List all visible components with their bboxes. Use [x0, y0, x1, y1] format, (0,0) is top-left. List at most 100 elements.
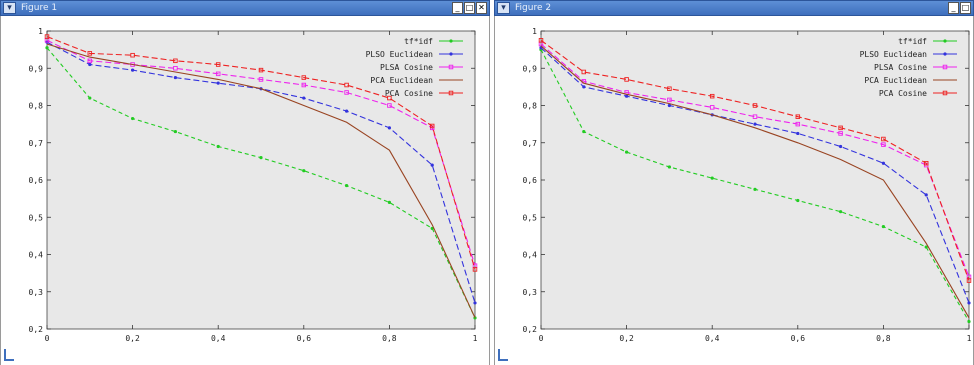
legend-label: PLSO Euclidean	[366, 50, 434, 59]
legend-marker	[449, 52, 453, 56]
data-point	[472, 267, 478, 272]
data-point	[258, 77, 264, 82]
data-point	[838, 131, 843, 136]
legend-marker	[942, 64, 948, 70]
minimize-button[interactable]: _	[452, 2, 463, 14]
x-tick-label: 0,4	[705, 334, 720, 343]
window-title: Figure 2	[515, 3, 552, 13]
legend-label: PCA Cosine	[879, 89, 927, 98]
legend-label: PCA Cosine	[385, 89, 433, 98]
plot-canvas: 0,20,30,40,50,60,70,80,910 0,2 0,4 0,6 0,8 1t…	[523, 27, 972, 343]
data-point	[87, 51, 93, 56]
title-bar[interactable]: ▾ Figure 1 _ □ ✕	[0, 0, 490, 16]
data-point	[387, 126, 391, 130]
data-point	[301, 82, 307, 88]
data-point	[130, 52, 135, 58]
legend-label: PCA Euclidean	[370, 76, 433, 85]
y-tick-label: 0,9	[29, 64, 44, 73]
legend-marker	[448, 64, 454, 70]
data-point	[387, 103, 392, 108]
data-point	[302, 96, 306, 100]
data-point	[258, 67, 264, 73]
maximize-button[interactable]: □	[464, 2, 475, 14]
legend-label: tf*idf	[898, 37, 927, 46]
x-tick-label: 0	[539, 334, 544, 343]
data-point	[881, 224, 885, 229]
plot-area	[46, 30, 476, 330]
legend-marker	[943, 52, 947, 56]
y-tick-label: 0,5	[29, 213, 44, 222]
y-tick-label: 0,5	[523, 213, 538, 222]
window-menu-icon[interactable]: ▾	[3, 2, 16, 14]
data-point	[796, 198, 800, 203]
title-bar[interactable]: ▾ Figure 2 _ □	[494, 0, 974, 16]
data-point	[753, 187, 757, 191]
maximize-button[interactable]: □	[960, 2, 971, 14]
data-point	[709, 93, 715, 99]
data-point	[967, 301, 971, 305]
data-point	[795, 121, 801, 127]
minimize-button[interactable]: _	[948, 2, 959, 14]
data-point	[839, 144, 843, 149]
data-point	[259, 156, 263, 160]
data-point	[173, 58, 178, 64]
data-point	[131, 68, 135, 72]
legend-label: PLSA Cosine	[380, 63, 433, 72]
legend-marker	[942, 90, 948, 96]
data-point	[753, 122, 757, 126]
data-point	[87, 58, 93, 64]
data-point	[881, 136, 886, 142]
data-point	[667, 103, 671, 108]
x-tick-label: 0,2	[619, 334, 634, 343]
window-menu-icon[interactable]: ▾	[497, 2, 510, 14]
x-tick-label: 0,8	[382, 334, 397, 343]
y-tick-label: 0,4	[29, 251, 44, 260]
data-point	[881, 142, 886, 147]
data-point	[710, 176, 714, 180]
y-tick-label: 0,8	[29, 102, 44, 111]
legend-label: PLSA Cosine	[874, 63, 927, 72]
data-point	[302, 169, 306, 173]
data-point	[581, 69, 587, 75]
data-point	[44, 34, 50, 39]
data-point	[881, 161, 885, 165]
y-tick-label: 0,4	[523, 251, 538, 260]
series-line-4	[46, 36, 476, 270]
y-tick-label: 0,3	[29, 288, 44, 297]
data-point	[795, 114, 801, 119]
data-point	[216, 81, 220, 85]
y-tick-label: 0,7	[523, 139, 538, 148]
data-point	[924, 193, 928, 197]
legend-label: tf*idf	[404, 37, 433, 46]
x-tick-label: 1	[967, 334, 972, 343]
x-tick-label: 0	[45, 334, 50, 343]
legend-marker	[943, 39, 947, 43]
data-point	[624, 77, 629, 82]
data-point	[344, 82, 349, 88]
y-tick-label: 0,2	[523, 325, 538, 334]
x-tick-label: 1	[473, 334, 478, 343]
data-point	[173, 129, 177, 134]
series-line-4	[540, 39, 970, 281]
data-point	[625, 150, 629, 154]
y-tick-label: 0,9	[523, 64, 538, 73]
data-point	[538, 38, 544, 43]
data-point	[216, 144, 220, 149]
x-tick-label: 0,6	[791, 334, 806, 343]
x-tick-label: 0,8	[876, 334, 891, 343]
data-point	[387, 95, 392, 101]
data-point	[88, 62, 92, 67]
y-tick-label: 1	[38, 27, 43, 36]
figure-window-1: ▾ Figure 1 _ □ ✕ 0,2 0,3 0,4 0,5 0,6 0,7 0,8 0,…	[0, 0, 490, 365]
data-point	[345, 183, 349, 188]
resize-corner-icon[interactable]	[4, 349, 14, 361]
data-point	[582, 129, 586, 134]
y-tick-label: 0,2	[29, 325, 44, 334]
data-point	[429, 123, 435, 129]
close-button[interactable]: ✕	[476, 2, 487, 14]
resize-corner-icon[interactable]	[498, 349, 508, 361]
series-line-3	[540, 45, 970, 319]
data-point	[667, 86, 672, 91]
data-point	[430, 163, 434, 167]
window-title: Figure 1	[21, 3, 58, 13]
